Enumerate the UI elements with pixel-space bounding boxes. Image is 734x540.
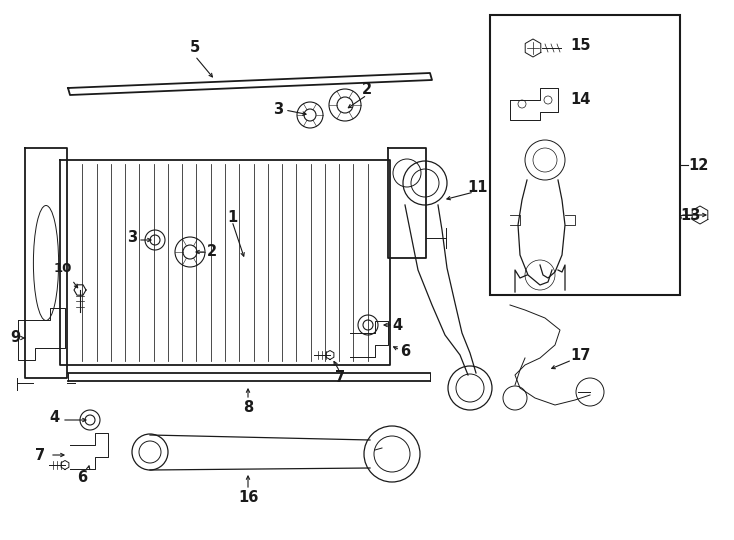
Text: 2: 2 bbox=[207, 245, 217, 260]
Text: 3: 3 bbox=[273, 103, 283, 118]
Text: 11: 11 bbox=[467, 180, 487, 195]
Text: 6: 6 bbox=[400, 345, 410, 360]
Text: 10: 10 bbox=[54, 261, 72, 274]
Text: 1: 1 bbox=[227, 211, 237, 226]
Text: 13: 13 bbox=[680, 207, 700, 222]
Text: 16: 16 bbox=[238, 490, 258, 505]
Text: 2: 2 bbox=[362, 83, 372, 98]
Text: 7: 7 bbox=[335, 370, 345, 386]
Text: 5: 5 bbox=[190, 40, 200, 56]
Text: 4: 4 bbox=[50, 410, 60, 426]
Text: 12: 12 bbox=[688, 158, 708, 172]
Text: 4: 4 bbox=[392, 318, 402, 333]
Text: 8: 8 bbox=[243, 401, 253, 415]
Text: 9: 9 bbox=[10, 330, 20, 346]
Text: 17: 17 bbox=[570, 348, 590, 362]
Text: 15: 15 bbox=[570, 38, 590, 53]
Bar bbox=[490, 15, 680, 295]
Text: 3: 3 bbox=[127, 230, 137, 245]
Text: 7: 7 bbox=[35, 448, 45, 462]
Text: 14: 14 bbox=[570, 92, 590, 107]
Text: 6: 6 bbox=[77, 470, 87, 485]
